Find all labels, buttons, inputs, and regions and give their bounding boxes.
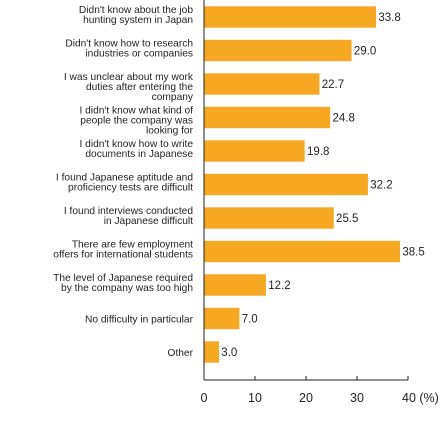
category-label-line: I found Japanese aptitude and [56, 173, 193, 184]
bar [203, 173, 369, 196]
x-tick-label: 10 [248, 391, 262, 405]
category-label-line: I was unclear about my work [64, 72, 194, 83]
category-label-line: people the company was [80, 116, 193, 127]
category-label: I was unclear about my work duties after … [64, 72, 194, 103]
bar [203, 106, 331, 129]
category-label-line: No difficulty in particular [85, 315, 194, 326]
bar [203, 340, 220, 364]
category-label-line: The level of Japanese required [53, 273, 193, 284]
value-label: 32.2 [370, 180, 392, 192]
category-label-line: I didn't know what kind of [79, 106, 193, 117]
category-labels-group: Didn't know about the job hunting system … [53, 5, 194, 359]
category-label-line: by the company was too high [61, 283, 193, 294]
bar [203, 39, 353, 62]
value-label: 29.0 [354, 46, 376, 58]
value-label: 25.5 [336, 213, 358, 225]
value-labels-group: 33.8 29.0 22.7 24.8 19.8 32.2 25.5 38.5 12.2 7.0 3… [221, 12, 424, 359]
category-label-line: hunting system in Japan [83, 15, 193, 26]
bar [203, 240, 401, 263]
bar [203, 307, 241, 330]
value-label: 22.7 [322, 79, 344, 91]
value-label: 38.5 [402, 247, 424, 259]
category-label: Didn't know how to research industries or… [65, 39, 193, 60]
category-label: Other [168, 348, 194, 359]
category-label-line: I found interviews conducted [64, 206, 193, 217]
x-tick-label: 30 [350, 391, 364, 405]
category-label: I found Japanese aptitude and proficiency… [56, 173, 193, 194]
bar [203, 273, 267, 297]
category-label: I didn't know how to write documents in J… [80, 139, 194, 160]
x-ticks-group: 0 10 20 30 40 (%) [201, 376, 439, 405]
category-label-line: documents in Japanese [85, 149, 193, 160]
category-label-line: looking for [146, 126, 194, 137]
category-label-line: company [152, 92, 194, 103]
category-label: I didn't know what kind of people the com… [79, 106, 193, 137]
category-label: The level of Japanese required by the com… [53, 273, 193, 294]
x-tick-label: 0 [201, 391, 208, 405]
category-label-line: in Japanese difficult [104, 216, 193, 227]
bar [203, 5, 377, 29]
category-label-line: proficiency tests are difficult [68, 183, 193, 194]
bar [203, 139, 306, 163]
bar [203, 206, 335, 230]
value-label: 19.8 [307, 146, 329, 158]
value-label: 7.0 [242, 314, 258, 326]
category-label: There are few employment offers for inter… [53, 240, 193, 261]
value-label: 3.0 [221, 347, 237, 359]
category-label-line: Other [168, 348, 194, 359]
value-label: 33.8 [378, 12, 400, 24]
category-label: I found interviews conducted in Japanese … [64, 206, 193, 227]
bar [203, 72, 321, 96]
x-tick-label: 40 (%) [402, 391, 439, 405]
category-label-line: industries or companies [85, 49, 193, 60]
category-label-line: There are few employment [72, 240, 193, 251]
category-label-line: Didn't know about the job [79, 5, 193, 16]
category-label-line: I didn't know how to write [80, 139, 194, 150]
value-label: 12.2 [268, 280, 290, 292]
category-label-line: duties after entering the [86, 82, 193, 93]
category-label: Didn't know about the job hunting system … [79, 5, 193, 26]
value-label: 24.8 [332, 113, 354, 125]
category-label: No difficulty in particular [85, 315, 194, 326]
category-label-line: offers for international students [53, 250, 193, 261]
category-label-line: Didn't know how to research [65, 39, 193, 50]
x-tick-label: 20 [299, 391, 313, 405]
